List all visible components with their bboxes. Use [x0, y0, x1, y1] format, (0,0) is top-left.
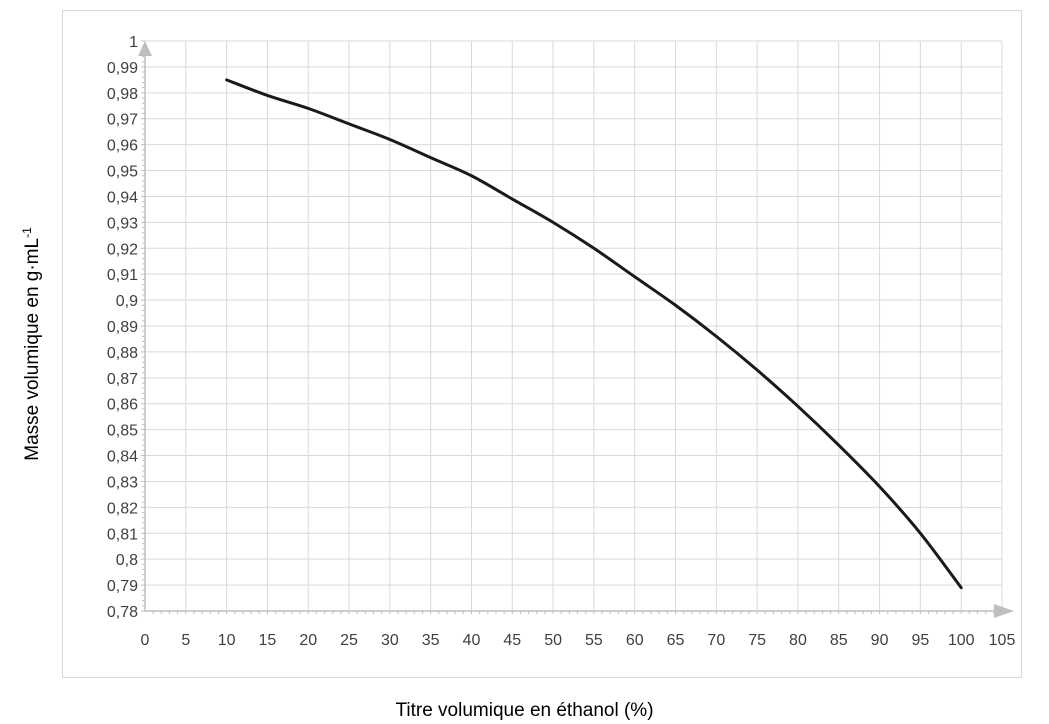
y-tick-label: 0,86: [107, 397, 138, 414]
x-tick-label: 65: [667, 632, 685, 649]
x-tick-label: 0: [141, 632, 150, 649]
y-tick-label: 0,99: [107, 60, 138, 77]
x-tick-label: 15: [259, 632, 277, 649]
x-tick-label: 100: [948, 632, 975, 649]
x-tick-label: 45: [503, 632, 521, 649]
grid-lines: [145, 40, 1003, 611]
y-axis-arrow: [138, 41, 152, 56]
x-tick-label: 10: [218, 632, 236, 649]
y-axis-label-text: Masse volumique en g·mL: [22, 237, 44, 461]
x-tick-label: 95: [911, 632, 929, 649]
y-tick-label: 0,89: [107, 319, 138, 336]
x-tick-label: 5: [181, 632, 190, 649]
series-line: [225, 78, 963, 590]
x-tick-label: 40: [463, 632, 481, 649]
y-tick-label: 0,96: [107, 138, 138, 155]
x-axis-arrow: [994, 604, 1014, 618]
y-tick-label: 1: [129, 34, 138, 51]
axes: [138, 40, 1014, 618]
y-tick-label: 0,79: [107, 578, 138, 595]
x-tick-label: 60: [626, 632, 644, 649]
y-axis-label-exponent: -1: [19, 227, 34, 238]
y-tick-label: 0,93: [107, 215, 138, 232]
x-tick-label: 30: [381, 632, 399, 649]
x-tick-label: 85: [830, 632, 848, 649]
y-tick-label: 0,98: [107, 86, 138, 103]
y-tick-label: 0,78: [107, 604, 138, 621]
x-axis-label: Titre volumique en éthanol (%): [395, 700, 654, 721]
y-tick-label: 0,85: [107, 423, 138, 440]
chart-frame: [62, 10, 1022, 678]
x-tick-label: 70: [707, 632, 725, 649]
x-tick-label: 25: [340, 632, 358, 649]
y-axis-label: Masse volumique en g·mL-1: [20, 227, 44, 461]
x-tick-label: 35: [422, 632, 440, 649]
y-tick-label: 0,84: [107, 449, 138, 466]
series-lines: [225, 78, 963, 590]
y-tick-label: 0,8: [116, 552, 138, 569]
x-tick-label: 20: [299, 632, 317, 649]
y-tick-label: 0,83: [107, 474, 138, 491]
x-tick-label: 75: [748, 632, 766, 649]
chart-plot: 0 5 10 15 20 25 30 35 40 45 50 55 60 65 70 75 80 85 90 95 10…: [107, 34, 1016, 649]
x-tick-label: 55: [585, 632, 603, 649]
x-tick-label: 50: [544, 632, 562, 649]
y-tick-label: 0,97: [107, 112, 138, 129]
y-tick-label: 0,87: [107, 371, 138, 388]
x-tick-label: 90: [871, 632, 889, 649]
x-tick-label: 105: [989, 632, 1016, 649]
y-tick-label: 0,95: [107, 164, 138, 181]
y-tick-label: 0,94: [107, 189, 138, 206]
y-tick-label: 0,88: [107, 345, 138, 362]
y-tick-label: 0,92: [107, 241, 138, 258]
tick-labels: 0 5 10 15 20 25 30 35 40 45 50 55 60 65 70 75 80 85 90 95 10…: [107, 34, 1016, 649]
y-tick-label: 0,82: [107, 500, 138, 517]
x-tick-label: 80: [789, 632, 807, 649]
y-tick-label: 0,91: [107, 267, 138, 284]
y-tick-label: 0,81: [107, 526, 138, 543]
y-tick-label: 0,9: [116, 293, 138, 310]
